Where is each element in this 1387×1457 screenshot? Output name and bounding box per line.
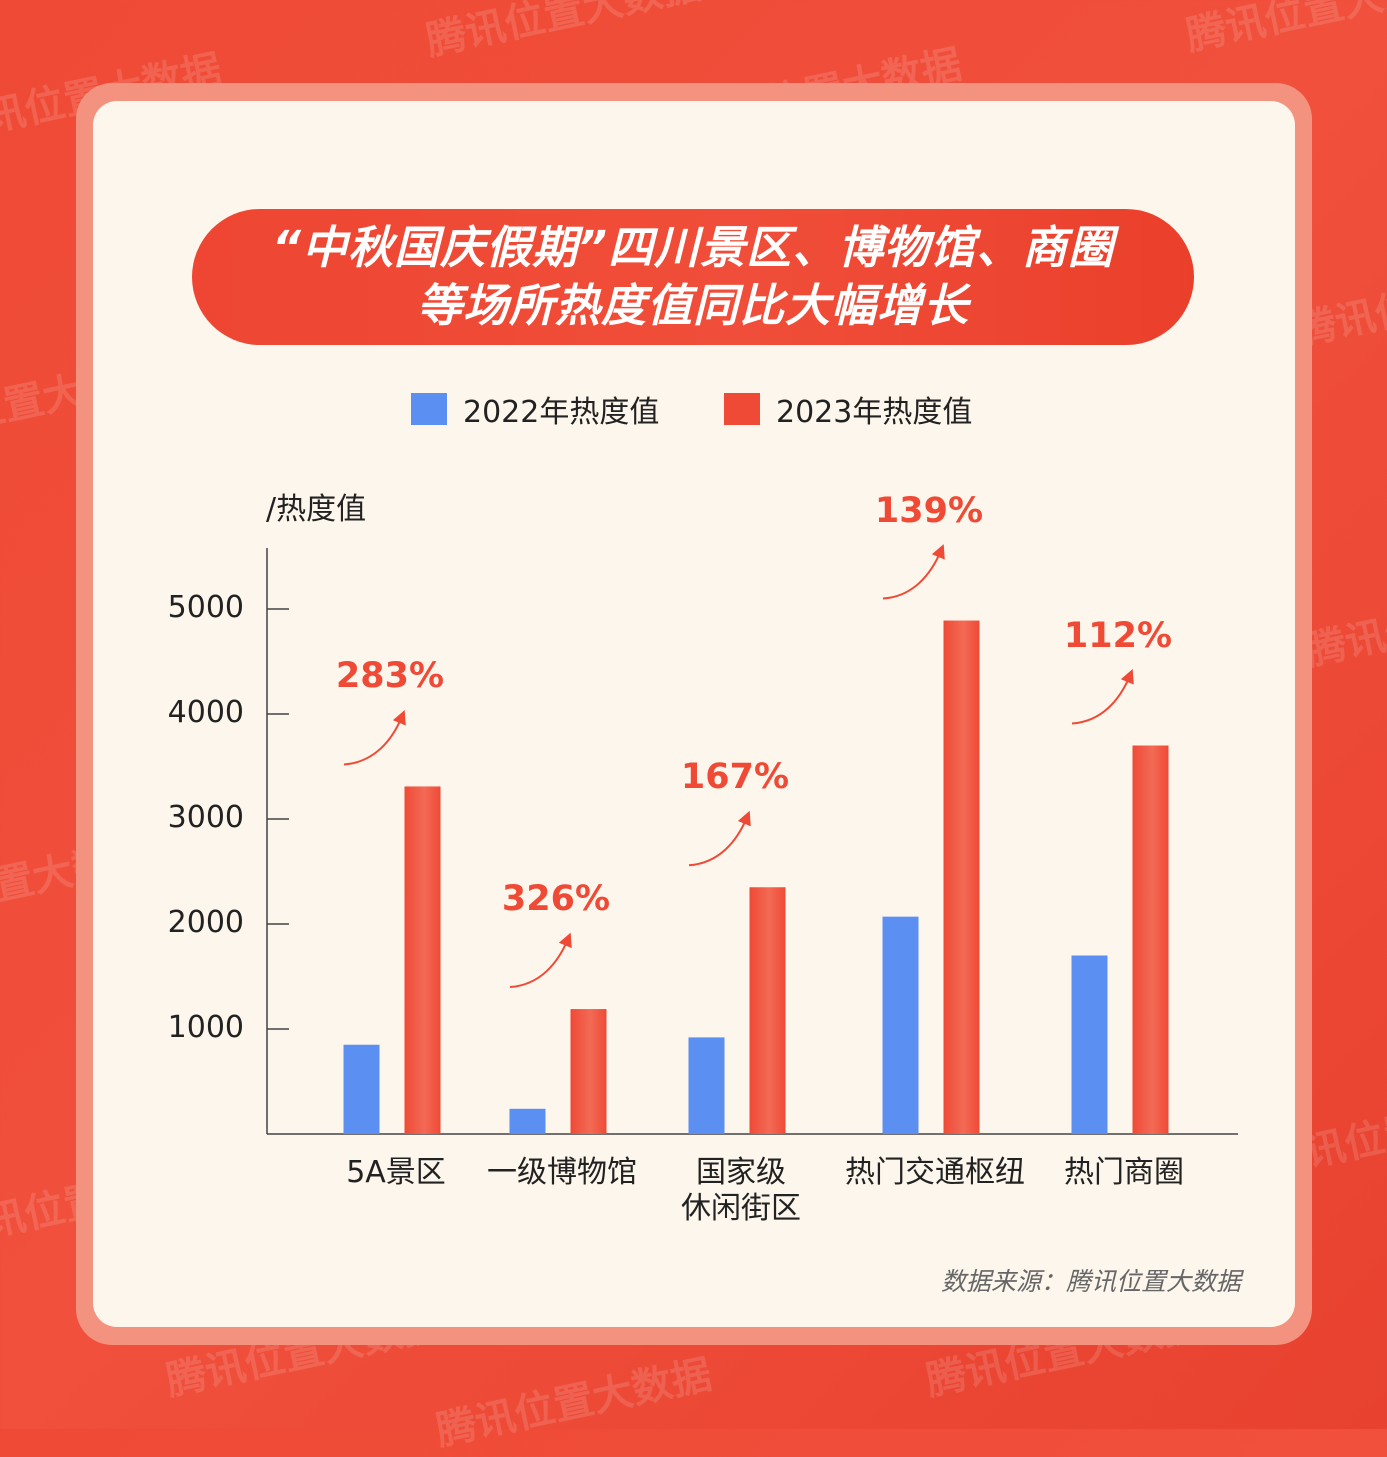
category-label-line: 热门交通枢纽	[845, 1155, 1025, 1190]
bar-2023	[1132, 745, 1169, 1134]
bar-2022	[343, 1044, 380, 1134]
growth-label: 112%	[1063, 615, 1173, 656]
y-tick-label: 1000	[167, 1010, 244, 1045]
bar-2023	[404, 786, 441, 1134]
legend-item-2022: 2022年热度值	[411, 387, 659, 431]
bar-2023	[570, 1009, 607, 1134]
legend-label-2022: 2022年热度值	[463, 395, 660, 430]
y-axis-unit-label: /热度值	[266, 492, 367, 527]
bar-2022	[509, 1108, 546, 1134]
category-label: 国家级 休闲街区	[641, 1155, 841, 1227]
category-label: 5A景区	[296, 1155, 496, 1191]
legend-swatch-2022	[411, 393, 447, 425]
legend-label-2023: 2023年热度值	[776, 395, 973, 430]
category-label-line: 休闲街区	[681, 1191, 801, 1226]
title-line-1: “中秋国庆假期”四川景区、博物馆、商圈	[272, 221, 1114, 274]
legend-item-2023: 2023年热度值	[724, 387, 972, 431]
growth-arrow	[882, 544, 945, 600]
legend-swatch-2023	[724, 393, 760, 425]
category-label: 一级博物馆	[462, 1155, 662, 1191]
y-tick-label: 5000	[167, 590, 244, 625]
bar-2022	[882, 916, 919, 1134]
growth-arrow	[343, 709, 406, 766]
y-tick-label: 4000	[167, 695, 244, 730]
growth-arrow	[688, 810, 751, 867]
category-label-line: 热门商圈	[1064, 1155, 1184, 1190]
title-line-2: 等场所热度值同比大幅增长	[416, 279, 969, 332]
category-label: 热门交通枢纽	[835, 1155, 1035, 1191]
data-source-note: 数据来源：腾讯位置大数据	[940, 1267, 1241, 1296]
growth-label: 167%	[680, 757, 790, 798]
growth-label: 139%	[874, 490, 984, 531]
growth-label: 283%	[335, 656, 445, 697]
y-tick-label: 2000	[167, 905, 244, 940]
category-label: 热门商圈	[1024, 1155, 1224, 1191]
category-label-line: 一级博物馆	[487, 1155, 637, 1190]
bar-2023	[943, 620, 980, 1134]
growth-label: 326%	[501, 879, 611, 920]
category-label-line: 5A景区	[346, 1155, 446, 1190]
bar-2022	[1071, 955, 1108, 1134]
bar-2023	[749, 887, 786, 1134]
bar-2022	[688, 1037, 725, 1134]
growth-arrow	[509, 932, 572, 989]
y-tick-label: 3000	[167, 800, 244, 835]
growth-arrow	[1071, 669, 1134, 725]
category-label-line: 国家级	[696, 1155, 786, 1190]
title-banner: “中秋国庆假期”四川景区、博物馆、商圈 等场所热度值同比大幅增长	[192, 209, 1194, 345]
